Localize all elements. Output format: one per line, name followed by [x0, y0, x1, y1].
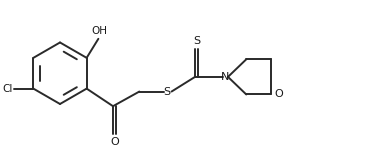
Text: O: O [274, 89, 283, 100]
Text: N: N [221, 72, 229, 82]
Text: O: O [110, 137, 119, 147]
Text: OH: OH [92, 26, 108, 36]
Text: S: S [193, 36, 200, 46]
Text: S: S [163, 87, 170, 97]
Text: Cl: Cl [3, 84, 13, 94]
